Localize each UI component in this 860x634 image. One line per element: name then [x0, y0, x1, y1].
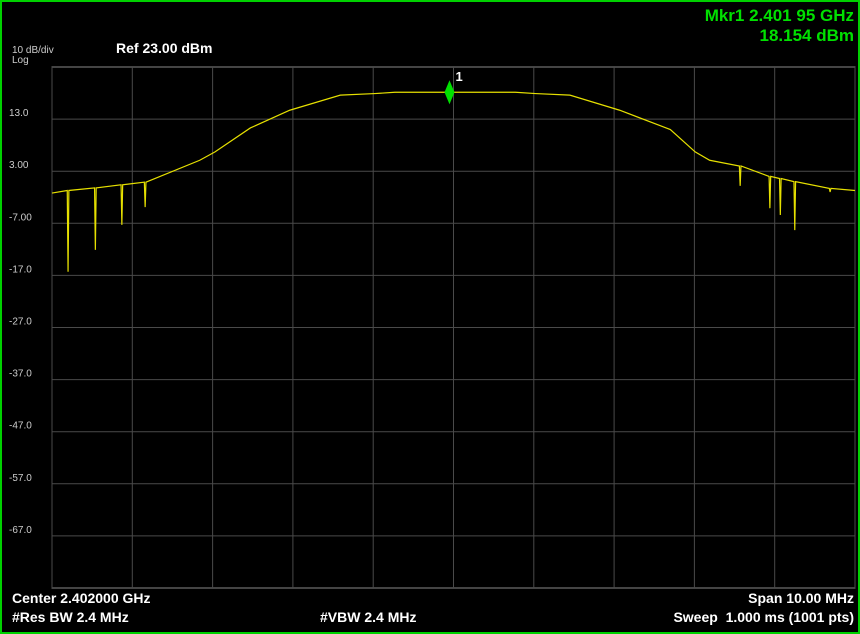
y-tick-label: -27.0 — [9, 317, 32, 328]
sweep: Sweep 1.000 ms (1001 pts) — [673, 609, 854, 625]
y-tick-label: -17.0 — [9, 264, 32, 275]
scale-label: 10 dB/div — [12, 45, 54, 56]
marker-amplitude: 18.154 dBm — [760, 26, 855, 45]
y-tick-label: 3.00 — [9, 160, 29, 171]
y-tick-label: 13.0 — [9, 108, 29, 119]
y-tick-label: -67.0 — [9, 525, 32, 536]
ref-level: Ref 23.00 dBm — [116, 40, 212, 56]
video-bandwidth: #VBW 2.4 MHz — [320, 609, 416, 625]
center-frequency: Center 2.402000 GHz — [12, 590, 151, 606]
y-tick-label: -47.0 — [9, 421, 32, 432]
scale-type: Log — [12, 55, 29, 66]
y-tick-label: -57.0 — [9, 473, 32, 484]
resolution-bandwidth: #Res BW 2.4 MHz — [12, 609, 129, 625]
marker-frequency: Mkr1 2.401 95 GHz — [705, 6, 854, 25]
y-tick-label: -7.00 — [9, 212, 32, 223]
y-tick-label: -37.0 — [9, 369, 32, 380]
span: Span 10.00 MHz — [748, 590, 854, 606]
trace — [51, 91, 856, 272]
marker-label: 1 — [455, 69, 462, 84]
marker-diamond — [444, 80, 455, 105]
